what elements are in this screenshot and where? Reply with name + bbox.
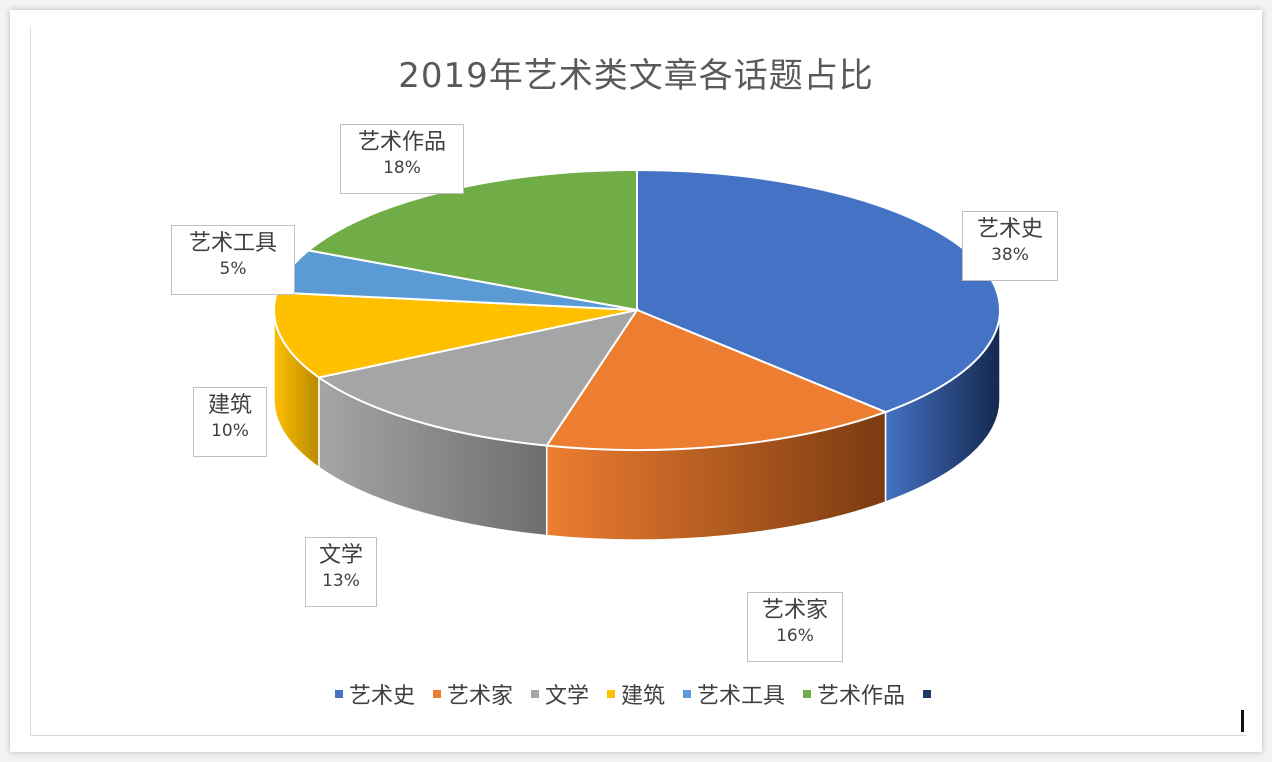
data-label-name: 艺术家: [761, 598, 828, 623]
legend-label: 文学: [544, 684, 589, 709]
data-label-3: 建筑 10%: [193, 387, 267, 457]
data-label-percent: 38%: [991, 245, 1029, 265]
legend-swatch: [432, 690, 441, 698]
pie-slice-3: [273, 291, 638, 379]
legend-item-0: 艺术史: [334, 678, 415, 710]
data-label-percent: 16%: [776, 626, 814, 646]
data-label-2: 文学 13%: [305, 537, 377, 607]
legend-label: 艺术工具: [697, 684, 786, 709]
legend-swatch: [607, 690, 615, 698]
data-label-1: 艺术家 16%: [747, 592, 843, 662]
pie-slice-1: [544, 308, 889, 451]
legend-item-6: [923, 690, 937, 698]
legend-swatch: [530, 690, 539, 698]
data-label-0: 艺术史 38%: [962, 211, 1058, 281]
legend-label: 艺术史: [348, 684, 415, 709]
legend-label: 艺术作品: [817, 684, 906, 709]
legend-swatch: [334, 690, 343, 698]
data-label-name: 艺术史: [976, 217, 1043, 242]
legend-item-1: 艺术家: [432, 678, 513, 710]
legend-item-2: 文学: [530, 678, 589, 710]
text-cursor: [1241, 710, 1244, 732]
data-label-percent: 10%: [211, 421, 249, 441]
legend-label: 艺术家: [446, 684, 513, 709]
data-label-name: 艺术作品: [357, 130, 446, 155]
legend-item-4: 艺术工具: [683, 678, 785, 710]
data-label-5: 艺术作品 18%: [340, 124, 464, 194]
chart-title: 2019年艺术类文章各话题占比: [398, 56, 874, 96]
data-label-name: 文学: [318, 543, 363, 568]
data-label-percent: 13%: [322, 571, 360, 591]
data-label-name: 艺术工具: [188, 231, 277, 256]
legend-swatch: [803, 690, 812, 698]
data-label-percent: 5%: [219, 259, 247, 279]
legend-item-3: 建筑: [607, 678, 665, 710]
legend-swatch: [683, 690, 692, 698]
legend-swatch: [923, 690, 932, 698]
legend-item-5: 艺术作品: [803, 678, 905, 710]
data-label-4: 艺术工具 5%: [171, 225, 295, 295]
data-label-percent: 18%: [383, 158, 421, 178]
legend: 艺术史 艺术家 文学 建筑 艺术工具 艺术作品: [0, 678, 1272, 710]
data-label-name: 建筑: [207, 393, 252, 418]
legend-label: 建筑: [621, 684, 666, 709]
pie-slice-2: [316, 308, 640, 447]
chart-area: [30, 27, 1247, 736]
